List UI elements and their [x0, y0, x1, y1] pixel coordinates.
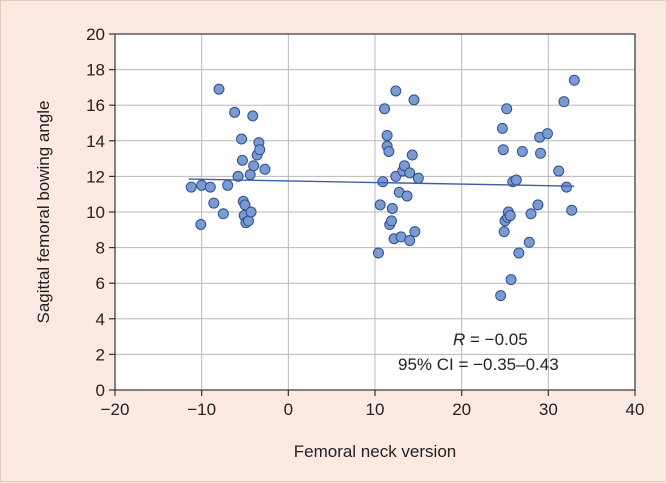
scatter-point [561, 181, 573, 193]
scatter-point [568, 74, 580, 86]
grid-lines [115, 34, 635, 390]
scatter-point [381, 129, 393, 141]
y-tick-label: 16 [86, 96, 105, 115]
x-tick-label: 20 [452, 400, 471, 419]
y-tick-label: 10 [86, 203, 105, 222]
scatter-point [185, 181, 197, 193]
x-tick-label: 0 [284, 400, 293, 419]
scatter-point [404, 167, 416, 179]
scatter-point [532, 199, 544, 211]
scatter-point [239, 199, 251, 211]
y-tick-label: 8 [96, 239, 105, 258]
scatter-point [247, 110, 259, 122]
y-tick-label: 14 [86, 132, 105, 151]
scatter-point [217, 208, 229, 220]
scatter-point [404, 234, 416, 246]
scatter-point [558, 96, 570, 108]
x-tick-label: 10 [366, 400, 385, 419]
data-points [185, 74, 580, 302]
scatter-point [374, 199, 386, 211]
scatter-point [497, 144, 509, 156]
y-tick-label: 12 [86, 167, 105, 186]
scatter-point [412, 172, 424, 184]
scatter-point [229, 106, 241, 118]
scatter-point [495, 290, 507, 302]
scatter-point [513, 247, 525, 259]
scatter-point [372, 247, 384, 259]
x-tick-label: 30 [539, 400, 558, 419]
scatter-point [541, 128, 553, 140]
scatter-point [505, 274, 517, 286]
x-tick-label: −10 [187, 400, 216, 419]
scatter-point [377, 176, 389, 188]
correlation-annotation: R = −0.05 [453, 330, 528, 349]
scatter-point [195, 218, 207, 230]
scatter-point [501, 103, 513, 115]
scatter-point [236, 133, 248, 145]
x-tick-label: 40 [626, 400, 645, 419]
scatter-point [566, 204, 578, 216]
scatter-point [232, 170, 244, 182]
y-tick-label: 18 [86, 61, 105, 80]
scatter-point [236, 154, 248, 166]
y-tick-label: 4 [96, 310, 105, 329]
scatter-point [245, 206, 257, 218]
scatter-point [379, 103, 391, 115]
scatter-point [553, 165, 565, 177]
scatter-point [523, 236, 535, 248]
scatter-point [406, 149, 418, 161]
scatter-point [390, 85, 402, 97]
y-tick-label: 0 [96, 381, 105, 400]
x-axis-title: Femoral neck version [294, 442, 457, 461]
scatter-point [254, 144, 266, 156]
scatter-point [516, 145, 528, 157]
scatter-point [222, 179, 234, 191]
scatter-point [259, 163, 271, 175]
y-tick-label: 20 [86, 25, 105, 44]
x-tick-label: −20 [101, 400, 130, 419]
scatter-point [208, 197, 220, 209]
regression-line [188, 178, 575, 187]
scatter-point [504, 210, 516, 222]
scatter-point [386, 202, 398, 214]
scatter-point [496, 122, 508, 134]
scatter-point [408, 94, 420, 106]
scatter-point [401, 190, 413, 202]
scatter-point [385, 215, 397, 227]
scatter-point [510, 174, 522, 186]
scatter-point [409, 226, 421, 238]
scatter-point [498, 226, 510, 238]
y-tick-label: 2 [96, 345, 105, 364]
y-tick-label: 6 [96, 274, 105, 293]
scatter-point [204, 181, 216, 193]
axis-ticks: −20 −10 0 10 20 30 40 0 2 4 6 8 10 12 14 16 18 20 [86, 25, 644, 419]
scatter-point [248, 160, 260, 172]
y-axis-title: Sagittal femoral bowing angle [34, 100, 53, 323]
scatter-point [213, 83, 225, 95]
scatter-point [525, 208, 537, 220]
scatter-point [383, 145, 395, 157]
scatter-point [535, 147, 547, 159]
confidence-interval-annotation: 95% CI = −0.35–0.43 [398, 355, 559, 374]
